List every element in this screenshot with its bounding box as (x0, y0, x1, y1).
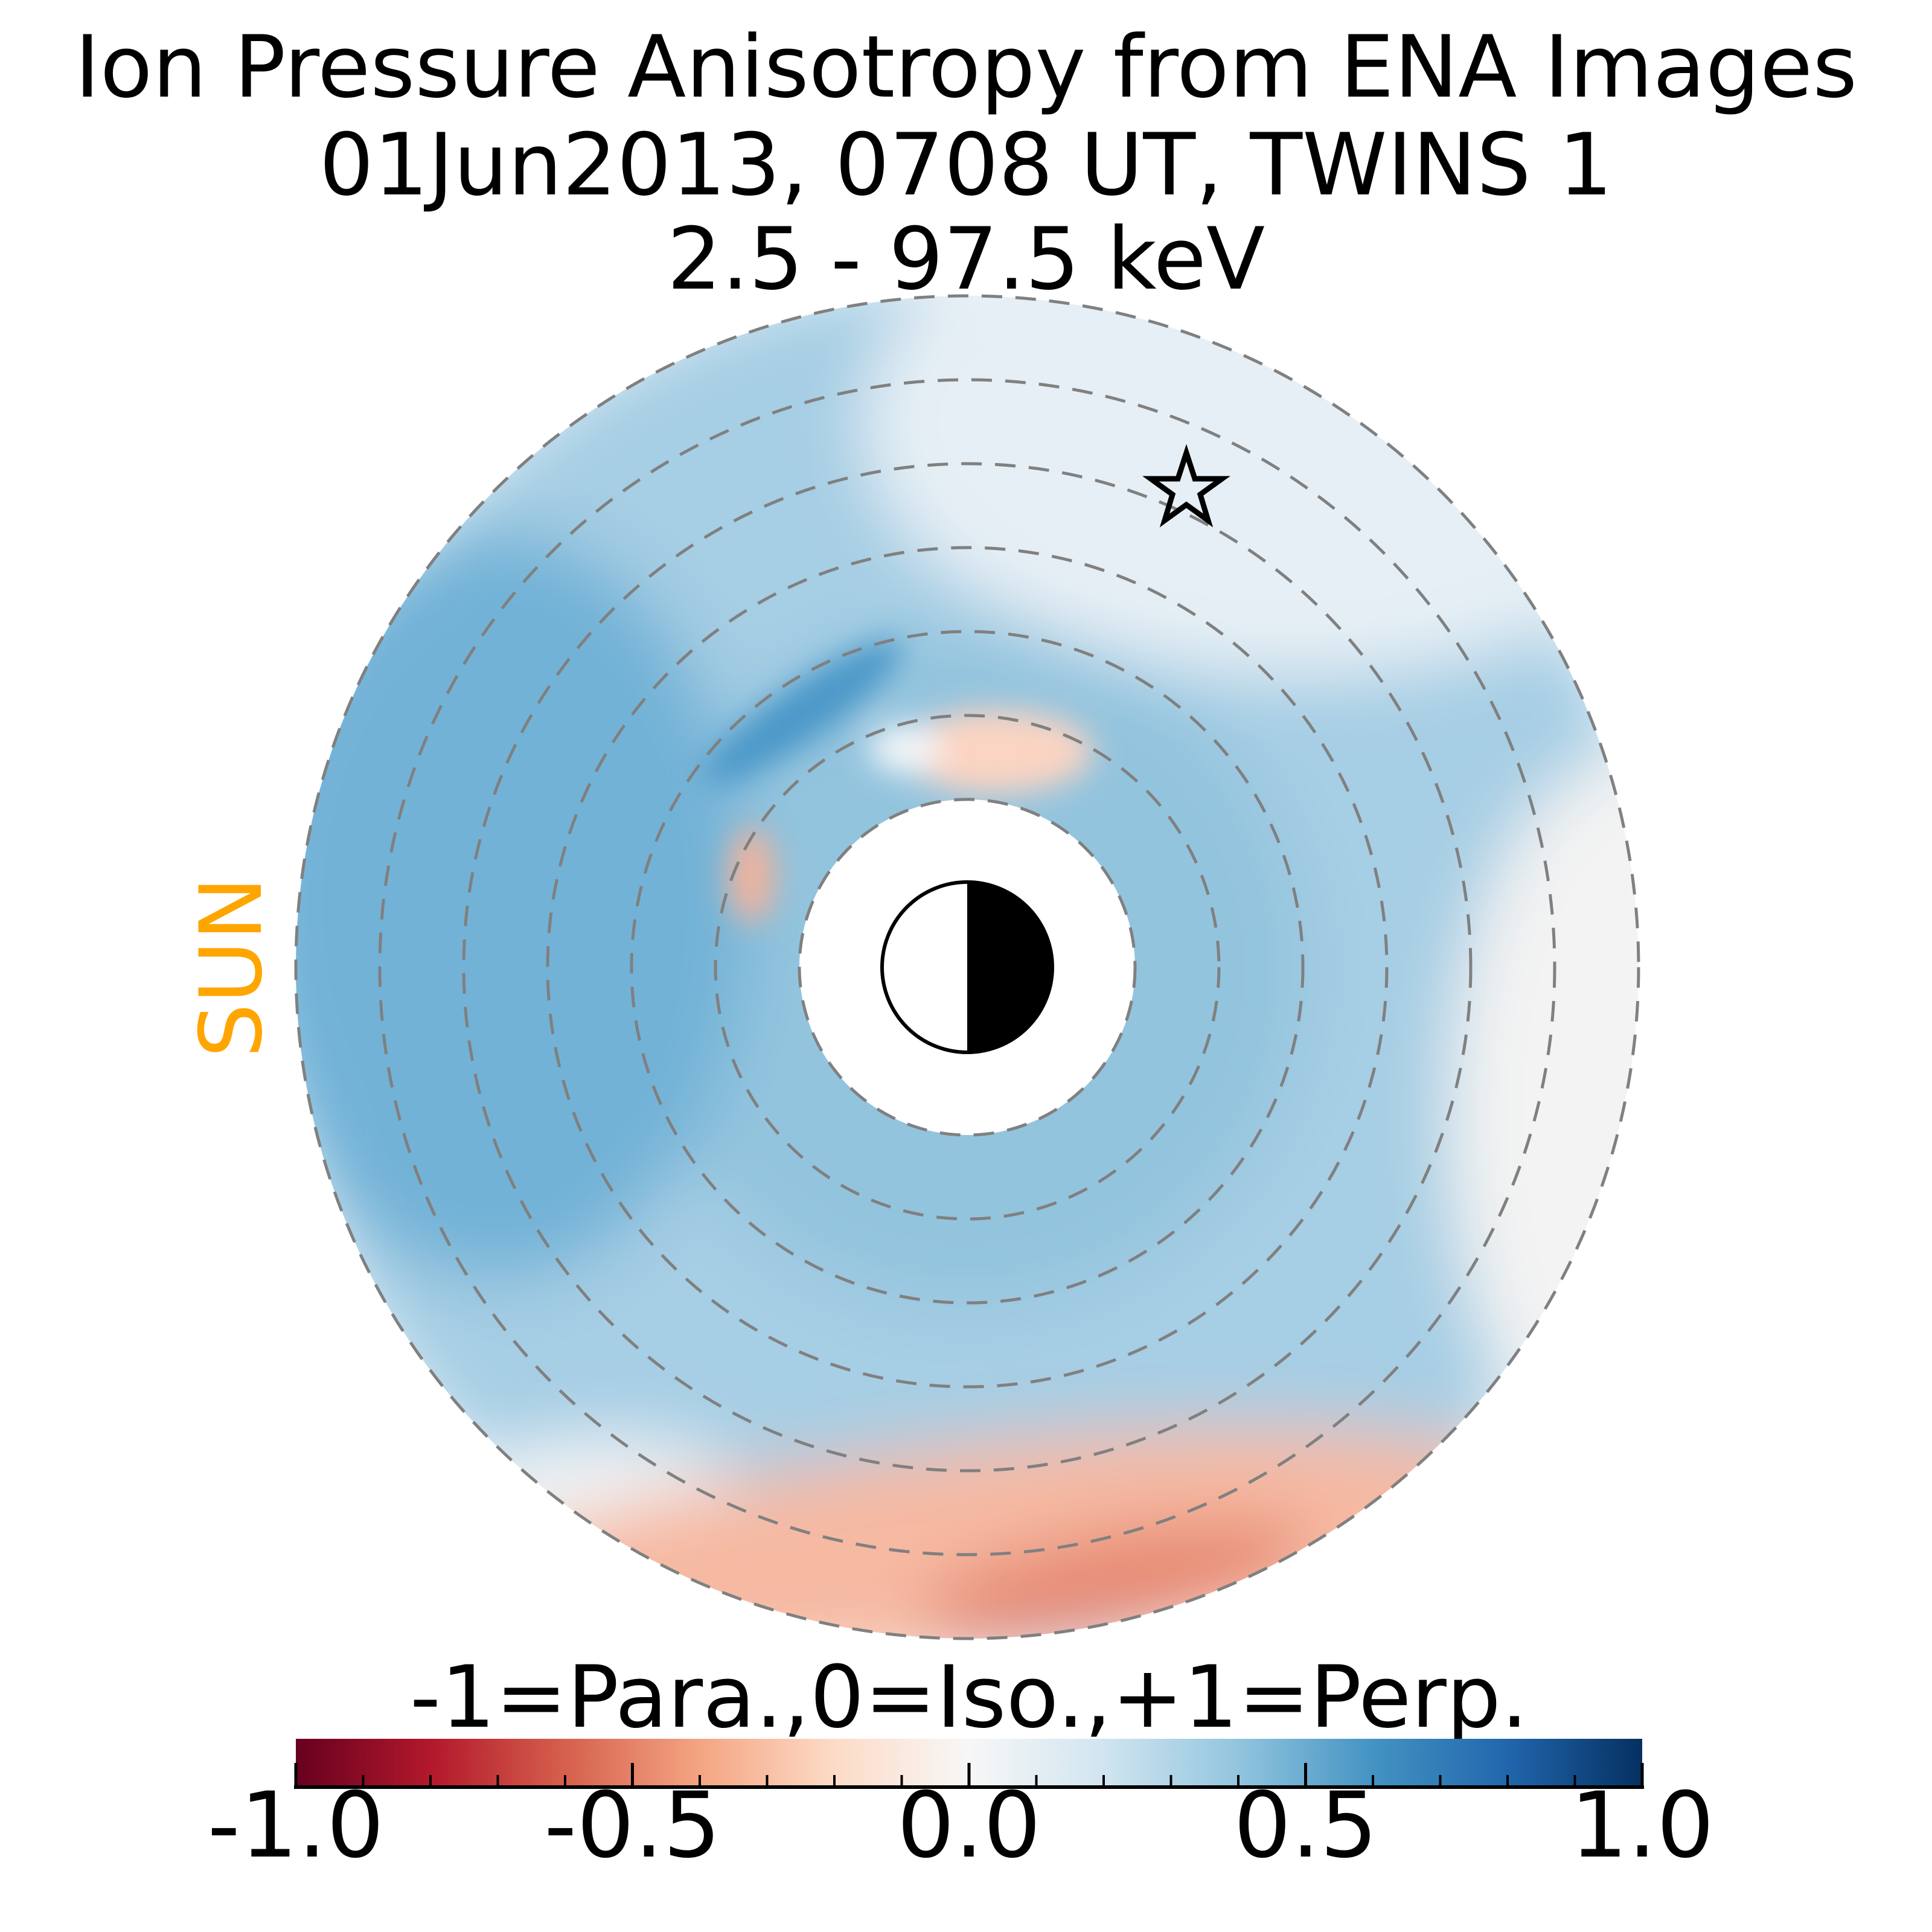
ring-2-re (798, 798, 1137, 1137)
ring-3-re (714, 714, 1221, 1221)
tick-label: 0.0 (897, 1773, 1041, 1878)
tick-label: -1.0 (208, 1773, 385, 1878)
tick-label: 1.0 (1570, 1773, 1715, 1878)
colorbar-ticks (294, 1763, 1644, 1787)
colorbar-label: -1=Para.,0=Iso.,+1=Perp. (410, 1648, 1528, 1747)
sun-label: SUN (182, 877, 281, 1058)
title-line-1: Ion Pressure Anisotropy from ENA Images (75, 18, 1857, 117)
star-icon (1142, 444, 1230, 528)
tick-label: -0.5 (544, 1773, 721, 1878)
ring-8-re (294, 294, 1640, 1640)
tick-label: 0.5 (1233, 1773, 1378, 1878)
distance-rings (294, 294, 1640, 1640)
ring-5-re (546, 546, 1389, 1389)
ring-4-re (630, 630, 1305, 1305)
ring-7-re (378, 378, 1556, 1556)
colorbar-tick-labels: -1.0 -0.5 0.0 0.5 1.0 (208, 1773, 1715, 1878)
ring-6-re (462, 462, 1473, 1473)
earth-day-night-icon (880, 880, 1054, 1054)
